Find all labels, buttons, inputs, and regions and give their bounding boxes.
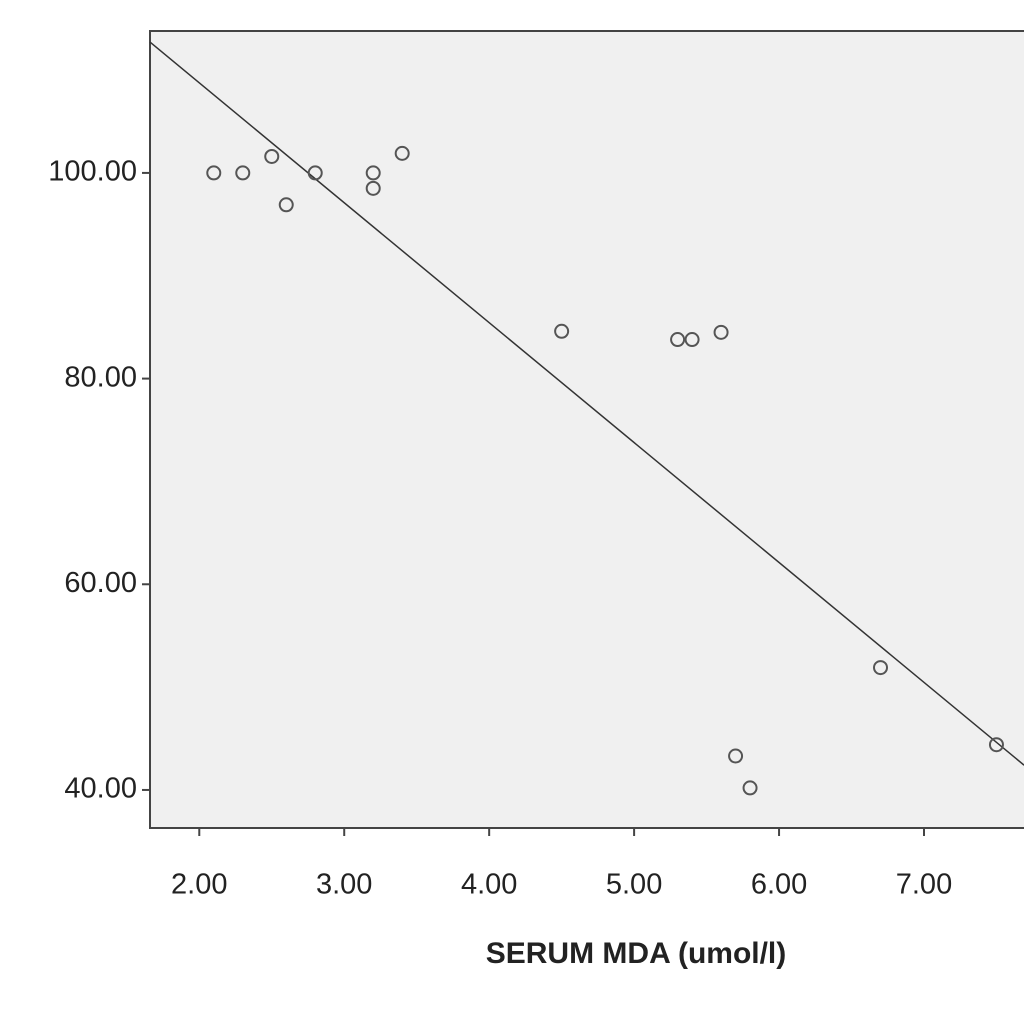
point <box>554 323 570 339</box>
point <box>235 165 251 181</box>
point <box>394 145 410 161</box>
x-tick-label: 4.00 <box>461 869 517 901</box>
point <box>728 748 744 764</box>
point <box>684 332 700 348</box>
x-tick-label: 2.00 <box>171 869 227 901</box>
point <box>278 197 294 213</box>
point <box>742 780 758 796</box>
point <box>206 165 222 181</box>
point <box>307 165 323 181</box>
point <box>365 165 381 181</box>
y-tick-label: 60.00 <box>64 567 137 599</box>
point <box>988 737 1004 753</box>
x-tick-label: 6.00 <box>751 869 807 901</box>
trendline <box>149 41 1024 766</box>
point <box>873 660 889 676</box>
y-tick-label: 100.00 <box>48 156 137 188</box>
x-tick-label: 7.00 <box>896 869 952 901</box>
x-axis-title: SERUM MDA (umol/l) <box>486 937 787 970</box>
point <box>713 324 729 340</box>
plot-area <box>149 30 1024 829</box>
point <box>365 180 381 196</box>
y-tick-label: 40.00 <box>64 773 137 805</box>
point <box>264 148 280 164</box>
x-tick-label: 3.00 <box>316 869 372 901</box>
y-tick-label: 80.00 <box>64 361 137 393</box>
point <box>670 332 686 348</box>
x-tick-label: 5.00 <box>606 869 662 901</box>
